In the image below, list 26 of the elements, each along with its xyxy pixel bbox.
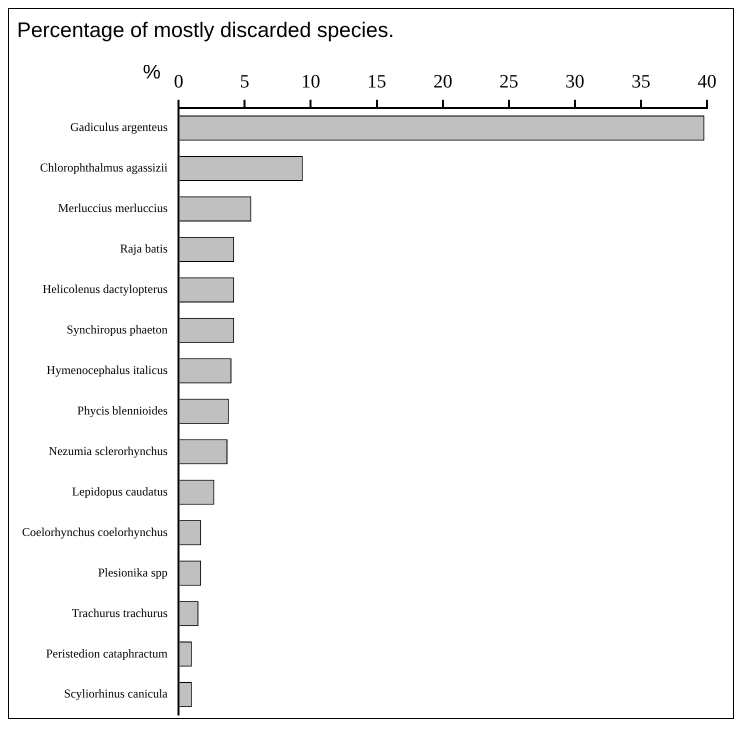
y-tick-label: Chlorophthalmus agassizii xyxy=(40,160,168,175)
y-tick-label: Coelorhynchus coelorhynchus xyxy=(22,524,168,539)
x-tick-label: 30 xyxy=(565,71,584,92)
y-tick-label: Phycis blennioides xyxy=(77,403,168,418)
y-tick-label: Merluccius merluccius xyxy=(58,201,168,216)
x-tick-label: 5 xyxy=(240,71,250,92)
x-tick-label: 0 xyxy=(174,71,184,92)
y-tick-label: Lepidopus caudatus xyxy=(72,484,168,498)
y-tick-label: Nezumia sclerorhynchus xyxy=(48,444,168,458)
x-tick-label: 35 xyxy=(631,71,650,92)
y-tick-label: Trachurus trachurus xyxy=(72,606,168,620)
y-tick-label: Raja batis xyxy=(120,242,168,256)
y-tick-label: Plesionika spp xyxy=(98,565,168,580)
x-tick-label: 25 xyxy=(499,71,518,92)
y-tick-label: Synchiropus phaeton xyxy=(66,322,168,337)
x-tick-label: 40 xyxy=(698,71,716,92)
x-axis-title: % xyxy=(142,62,161,84)
chart-title: Percentage of mostly discarded species. xyxy=(16,18,396,44)
x-tick-label: 15 xyxy=(367,71,386,92)
y-tick-label: Gadiculus argenteus xyxy=(70,120,168,134)
x-tick-label: 20 xyxy=(433,71,452,92)
y-tick-label: Scyliorhinus canicula xyxy=(64,686,168,701)
y-tick-label: Helicolenus dactylopterus xyxy=(42,282,168,296)
x-tick-label: 10 xyxy=(301,71,320,92)
y-tick-label: Peristedion cataphractum xyxy=(46,646,168,660)
y-tick-label: Hymenocephalus italicus xyxy=(46,362,168,377)
